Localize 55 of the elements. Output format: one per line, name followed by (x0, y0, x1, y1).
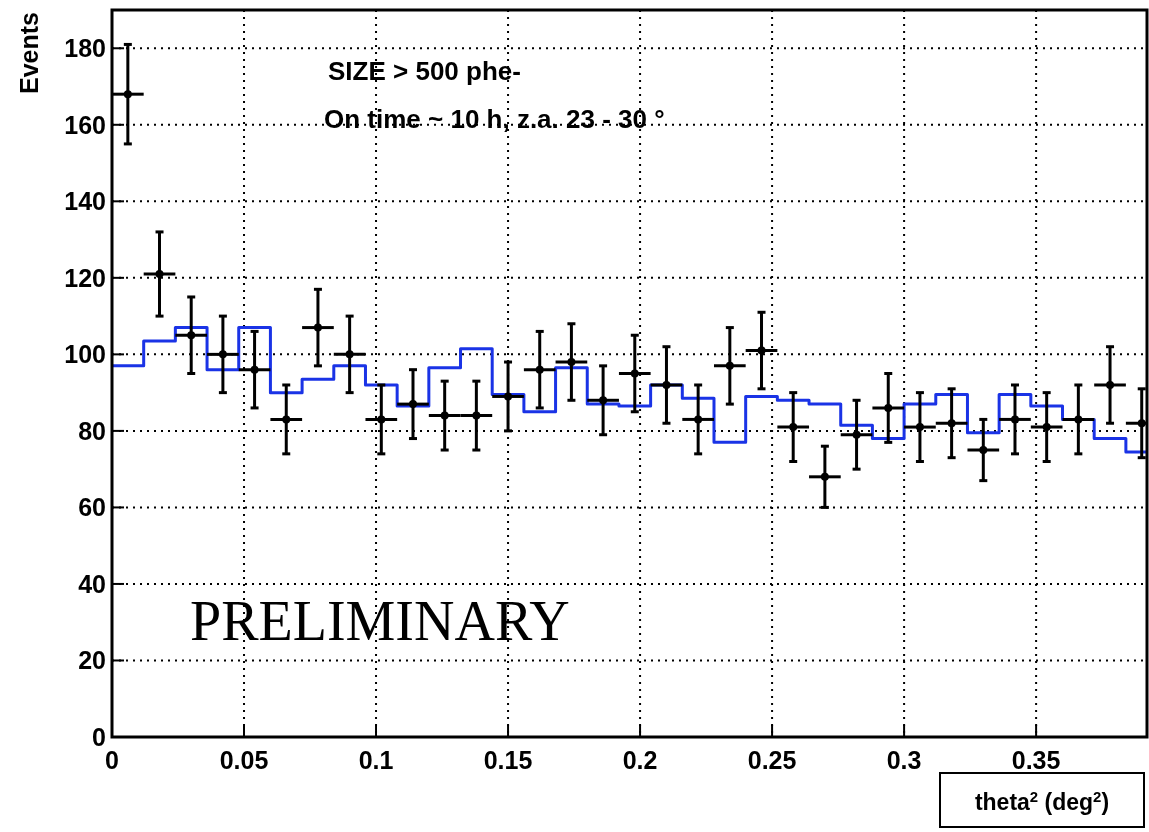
point (345, 350, 354, 359)
annotation: On time ~ 10 h, z.a. 23 - 30 ° (324, 104, 665, 134)
point (567, 358, 576, 367)
x-tick-label: 0.3 (886, 746, 922, 774)
point (979, 446, 988, 455)
x-tick-label: 0.1 (358, 746, 394, 774)
y-tick-label: 120 (64, 263, 106, 292)
y-tick-label: 80 (78, 416, 106, 445)
x-tick-label: 0.05 (219, 746, 269, 774)
x-tick-label: 0.15 (483, 746, 533, 774)
point (820, 472, 829, 481)
y-tick-label: 40 (78, 569, 106, 598)
point (218, 350, 227, 359)
point (725, 361, 734, 370)
point (884, 403, 893, 412)
point (282, 415, 291, 424)
point (187, 331, 196, 340)
y-tick-label: 140 (64, 187, 106, 216)
point (472, 411, 481, 420)
point (377, 415, 386, 424)
y-tick-label: 160 (64, 110, 106, 139)
y-tick-label: 60 (78, 493, 106, 522)
point (504, 392, 513, 401)
point (757, 346, 766, 355)
point (694, 415, 703, 424)
point (123, 90, 132, 99)
point (535, 365, 544, 374)
annotation: SIZE > 500 phe- (328, 56, 521, 86)
x-axis-title: theta$^{2}$ (deg$^{2}$) (974, 787, 1110, 815)
y-tick-label: 0 (92, 723, 106, 751)
y-tick-label: 180 (64, 34, 106, 63)
point (630, 369, 639, 378)
point (1010, 415, 1019, 424)
point (313, 323, 322, 332)
point (1137, 419, 1146, 428)
y-tick-label: 20 (78, 646, 106, 675)
point (1042, 423, 1051, 432)
point (789, 423, 798, 432)
y-tick-label: 100 (64, 340, 106, 369)
point (440, 411, 449, 420)
x-tick-label: 0.25 (747, 746, 797, 774)
point (947, 419, 956, 428)
y-axis-title: Events (15, 12, 43, 94)
point (1106, 380, 1115, 389)
point (599, 396, 608, 405)
point (250, 365, 259, 374)
point (1074, 415, 1083, 424)
point (155, 270, 164, 279)
x-tick-label: 0.2 (622, 746, 658, 774)
point (852, 430, 861, 439)
x-tick-label: 0.35 (1011, 746, 1061, 774)
annotation: PRELIMINARY (190, 590, 570, 652)
point (915, 423, 924, 432)
point (662, 380, 671, 389)
point (409, 400, 417, 409)
